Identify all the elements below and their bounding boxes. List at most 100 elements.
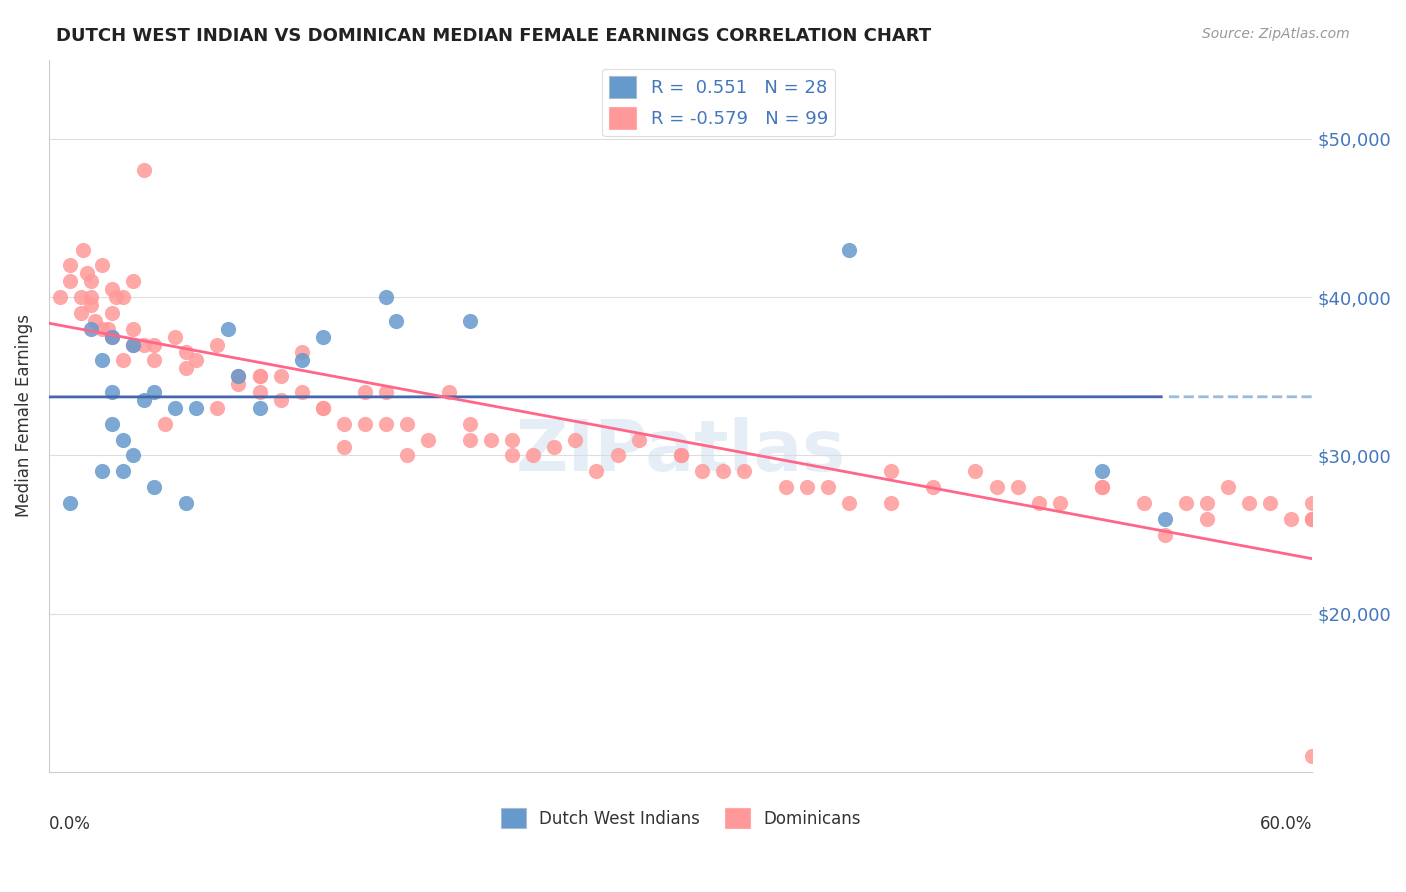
Point <box>564 433 586 447</box>
Point <box>143 337 166 351</box>
Point <box>90 322 112 336</box>
Point <box>122 322 145 336</box>
Point <box>880 464 903 478</box>
Point <box>101 417 124 431</box>
Point <box>1301 512 1323 526</box>
Point <box>90 353 112 368</box>
Point <box>458 433 481 447</box>
Point <box>122 337 145 351</box>
Legend: Dutch West Indians, Dominicans: Dutch West Indians, Dominicans <box>494 801 868 835</box>
Point <box>796 480 818 494</box>
Point <box>143 385 166 400</box>
Point <box>479 433 502 447</box>
Text: DUTCH WEST INDIAN VS DOMINICAN MEDIAN FEMALE EARNINGS CORRELATION CHART: DUTCH WEST INDIAN VS DOMINICAN MEDIAN FE… <box>56 27 931 45</box>
Point <box>1301 512 1323 526</box>
Point <box>59 259 82 273</box>
Point <box>395 417 418 431</box>
Point <box>101 282 124 296</box>
Point <box>291 385 314 400</box>
Point <box>270 392 292 407</box>
Point <box>59 274 82 288</box>
Point <box>374 417 396 431</box>
Point <box>217 322 239 336</box>
Point <box>143 353 166 368</box>
Point <box>165 329 187 343</box>
Point <box>207 337 229 351</box>
Point <box>228 369 250 384</box>
Point <box>1237 496 1260 510</box>
Point <box>353 417 375 431</box>
Point <box>1279 512 1302 526</box>
Point <box>69 290 91 304</box>
Point <box>249 369 271 384</box>
Point <box>174 345 197 359</box>
Point <box>270 369 292 384</box>
Point <box>986 480 1008 494</box>
Point <box>965 464 987 478</box>
Point <box>585 464 607 478</box>
Point <box>1154 512 1177 526</box>
Point <box>1175 496 1198 510</box>
Point <box>249 369 271 384</box>
Point <box>80 290 103 304</box>
Point <box>132 392 155 407</box>
Point <box>1218 480 1240 494</box>
Point <box>1091 480 1114 494</box>
Point <box>501 433 523 447</box>
Point <box>775 480 797 494</box>
Point <box>249 401 271 415</box>
Point <box>374 290 396 304</box>
Point <box>111 433 134 447</box>
Point <box>249 385 271 400</box>
Point <box>122 449 145 463</box>
Text: 60.0%: 60.0% <box>1260 814 1312 833</box>
Point <box>69 306 91 320</box>
Point <box>1091 464 1114 478</box>
Point <box>132 163 155 178</box>
Point <box>207 401 229 415</box>
Point <box>165 401 187 415</box>
Point <box>122 274 145 288</box>
Point <box>312 329 335 343</box>
Text: 0.0%: 0.0% <box>49 814 91 833</box>
Point <box>458 417 481 431</box>
Point <box>72 243 94 257</box>
Point <box>228 377 250 392</box>
Point <box>669 449 692 463</box>
Point <box>90 464 112 478</box>
Point <box>84 314 107 328</box>
Point <box>543 441 565 455</box>
Point <box>1301 749 1323 764</box>
Point <box>153 417 176 431</box>
Point <box>97 322 120 336</box>
Text: ZIPatlas: ZIPatlas <box>516 417 846 486</box>
Point <box>101 385 124 400</box>
Point <box>416 433 439 447</box>
Point <box>111 290 134 304</box>
Point <box>80 298 103 312</box>
Point <box>1007 480 1029 494</box>
Point <box>922 480 945 494</box>
Point <box>669 449 692 463</box>
Point <box>101 329 124 343</box>
Point <box>122 337 145 351</box>
Point <box>437 385 460 400</box>
Point <box>627 433 650 447</box>
Point <box>333 417 356 431</box>
Point <box>186 353 208 368</box>
Point <box>291 353 314 368</box>
Point <box>90 259 112 273</box>
Point <box>59 496 82 510</box>
Point <box>80 274 103 288</box>
Point <box>105 290 128 304</box>
Point <box>186 401 208 415</box>
Point <box>111 464 134 478</box>
Point <box>690 464 713 478</box>
Point <box>501 449 523 463</box>
Text: Source: ZipAtlas.com: Source: ZipAtlas.com <box>1202 27 1350 41</box>
Point <box>1258 496 1281 510</box>
Point <box>1301 496 1323 510</box>
Point <box>838 243 860 257</box>
Point <box>1197 512 1219 526</box>
Point <box>1154 527 1177 541</box>
